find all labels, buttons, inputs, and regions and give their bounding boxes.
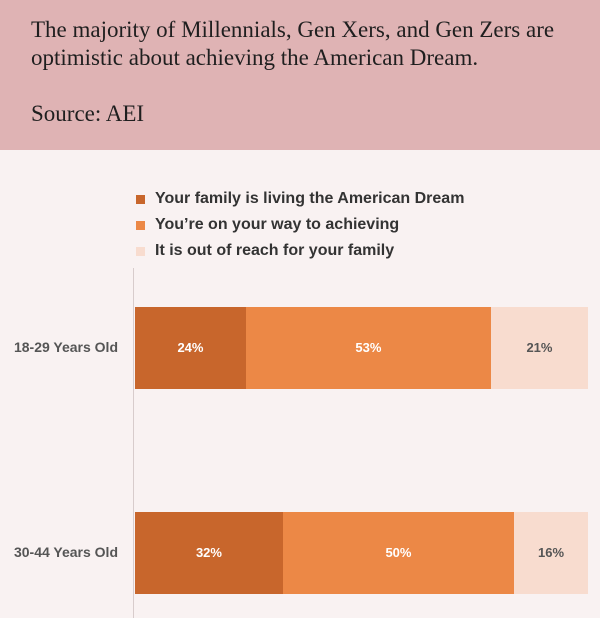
data-label: 50% bbox=[385, 545, 412, 560]
data-label: 16% bbox=[537, 545, 565, 560]
legend-label: Your family is living the American Dream bbox=[155, 190, 465, 207]
data-label: 53% bbox=[355, 340, 382, 355]
category-axis-line bbox=[133, 268, 134, 618]
chart-header: The majority of Millennials, Gen Xers, a… bbox=[0, 0, 600, 150]
legend-swatch bbox=[136, 247, 145, 256]
legend-label: You’re on your way to achieving bbox=[155, 216, 400, 233]
data-label: 21% bbox=[526, 340, 553, 355]
category-label: 18-29 Years Old bbox=[13, 339, 118, 355]
bar-segment bbox=[245, 307, 491, 389]
legend-swatch bbox=[136, 195, 145, 204]
legend-label: It is out of reach for your family bbox=[155, 242, 395, 259]
bar-segment bbox=[135, 307, 246, 389]
bar-segment bbox=[282, 512, 515, 594]
bar-segment bbox=[135, 512, 283, 594]
legend-swatch bbox=[136, 221, 145, 230]
category-label: 30-44 Years Old bbox=[13, 544, 118, 560]
chart-title: The majority of Millennials, Gen Xers, a… bbox=[31, 17, 555, 70]
data-label: 24% bbox=[177, 340, 204, 355]
bar-segment bbox=[490, 307, 588, 389]
bar-segment bbox=[514, 512, 588, 594]
chart-source: Source: AEI bbox=[31, 101, 145, 126]
data-label: 32% bbox=[195, 545, 222, 560]
